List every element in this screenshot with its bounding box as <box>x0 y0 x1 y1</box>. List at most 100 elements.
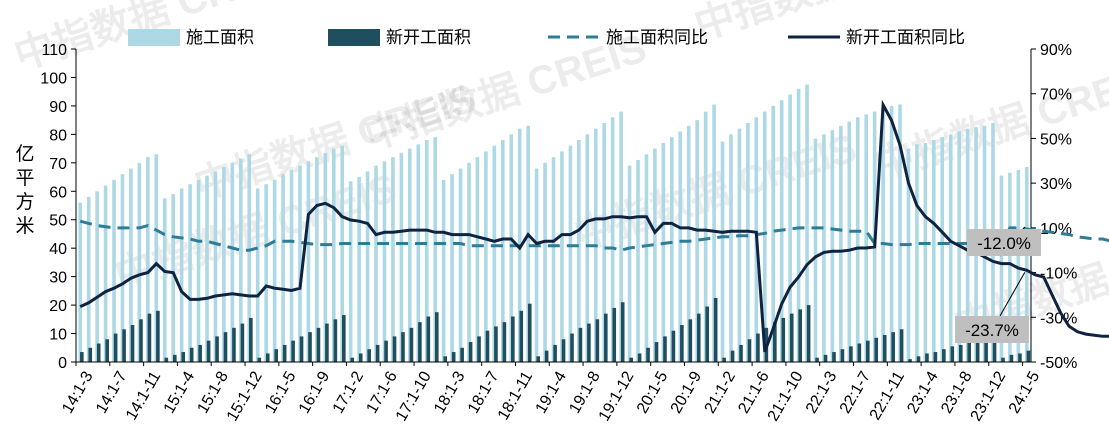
new-start-bar <box>434 312 439 362</box>
construction-bar <box>424 140 429 362</box>
new-start-bar <box>705 306 710 362</box>
new-start-bar <box>663 336 667 362</box>
construction-bar <box>762 111 767 362</box>
construction-bar <box>864 114 868 362</box>
new-start-bar <box>401 332 405 362</box>
left-tick-label: 20 <box>49 298 67 315</box>
construction-bar <box>534 168 539 362</box>
legend-label-3: 施工面积同比 <box>606 28 708 47</box>
x-tick-label: 18:1-7 <box>465 369 502 417</box>
x-tick-label: 16:1-9 <box>296 369 333 417</box>
new-start-bar <box>595 319 600 362</box>
x-tick-label: 16:1-5 <box>262 369 299 417</box>
construction-bar <box>120 174 125 362</box>
left-tick-label: 70 <box>49 156 67 173</box>
construction-bar <box>162 198 167 362</box>
construction-bar <box>948 134 953 362</box>
x-tick-label: 19:1-4 <box>533 369 570 417</box>
right-tick-label: -30% <box>1040 310 1077 327</box>
construction-bar <box>306 161 311 362</box>
new-start-bar <box>967 342 972 362</box>
construction-bar <box>746 122 750 363</box>
new-start-bar <box>604 313 608 362</box>
construction-bar <box>839 125 843 362</box>
new-start-bar <box>164 357 169 362</box>
construction-bar <box>720 141 725 362</box>
construction-bar <box>247 154 252 362</box>
right-tick-label: -10% <box>1040 266 1077 283</box>
construction-bar <box>222 167 226 362</box>
construction-bar <box>500 140 505 362</box>
new-start-bar <box>333 319 338 362</box>
x-tick-label: 21:1-6 <box>735 369 772 417</box>
new-start-bar <box>511 316 515 362</box>
construction-bar <box>619 111 623 362</box>
construction-bar <box>399 152 404 362</box>
new-start-bar <box>798 309 802 362</box>
new-start-bar <box>899 329 904 362</box>
construction-bar <box>796 88 801 362</box>
new-start-bar <box>942 349 946 362</box>
callout-box-1 <box>967 229 1041 256</box>
construction-bar <box>543 162 547 362</box>
new-start-bar <box>789 313 794 362</box>
new-start-bar <box>257 357 262 362</box>
construction-bar <box>653 148 657 362</box>
new-start-bar <box>468 342 473 362</box>
new-start-bar <box>908 359 912 362</box>
construction-bar <box>340 145 345 362</box>
new-start-bar <box>680 325 684 362</box>
construction-bar <box>813 138 818 362</box>
new-start-bar <box>739 344 743 362</box>
new-start-bar <box>367 349 371 362</box>
new-start-bar <box>992 336 997 362</box>
construction-bar <box>315 157 319 362</box>
new-start-bar <box>629 357 633 362</box>
construction-bar <box>255 188 260 362</box>
new-start-bar <box>874 337 879 362</box>
x-tick-label: 18:1-3 <box>431 369 468 417</box>
y-axis-label-char: 亿 <box>15 143 34 165</box>
callout-box-2 <box>955 316 1029 343</box>
x-tick-label: 21:1-2 <box>702 369 739 417</box>
construction-bar <box>103 185 108 362</box>
x-tick-label: 23:1-8 <box>938 369 975 417</box>
construction-bar <box>526 125 530 362</box>
new-start-bar <box>536 356 540 362</box>
construction-bar <box>932 140 936 362</box>
new-start-bar <box>730 350 735 362</box>
right-tick-label: 70% <box>1040 87 1072 104</box>
x-tick-label: 24:1-5 <box>1006 369 1043 417</box>
new-start-bar <box>299 336 304 362</box>
construction-bar <box>408 148 412 362</box>
new-start-bar <box>122 329 126 362</box>
new-start-bar <box>282 344 287 362</box>
new-start-bar <box>156 310 160 362</box>
x-tick-label: 15:1-8 <box>195 369 232 417</box>
construction-bar <box>855 117 860 362</box>
new-start-bar <box>544 350 549 362</box>
new-start-bar <box>781 317 786 362</box>
construction-bar <box>703 111 708 362</box>
construction-bar <box>331 148 336 362</box>
new-start-bar <box>274 349 279 362</box>
construction-bar <box>86 196 91 362</box>
construction-bar <box>788 94 792 362</box>
new-start-bar <box>105 339 109 362</box>
construction-bar <box>281 174 285 362</box>
x-tick-label: 17:1-2 <box>330 369 367 417</box>
new-start-bar <box>865 340 870 362</box>
construction-bar <box>205 175 209 362</box>
new-start-bar <box>375 344 380 362</box>
construction-bar <box>1024 167 1029 362</box>
new-start-bar <box>130 325 135 362</box>
new-start-bar <box>477 336 481 362</box>
construction-bar <box>678 131 683 362</box>
construction-bar <box>729 134 733 362</box>
construction-bar <box>213 171 218 362</box>
new-start-bar <box>587 323 591 362</box>
new-start-bar <box>832 352 836 362</box>
construction-bar <box>771 105 776 362</box>
construction-bar <box>889 105 894 362</box>
construction-bar <box>112 179 116 362</box>
